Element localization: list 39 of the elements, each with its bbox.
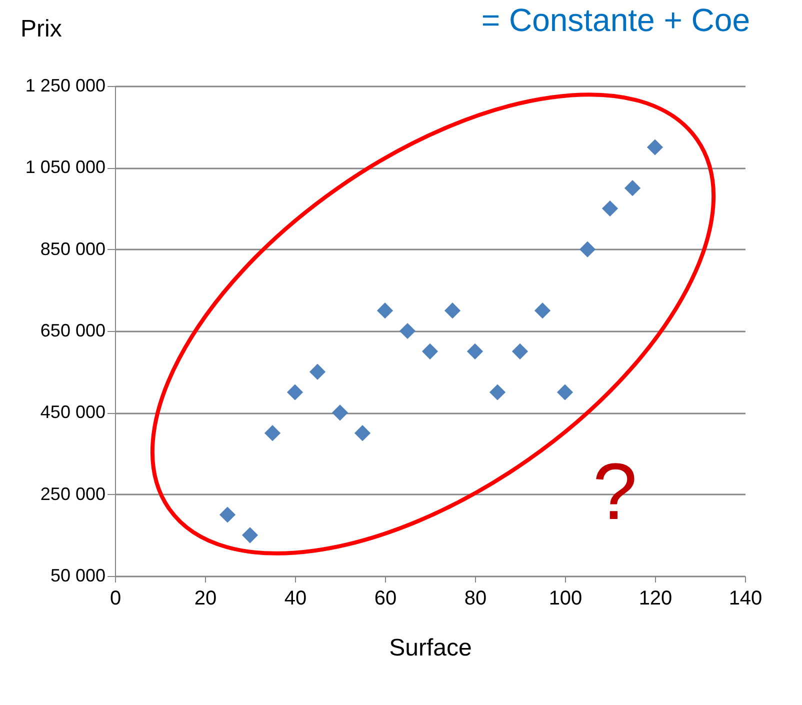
annotation: ? [592, 447, 638, 536]
y-tick-label: 50 000 [50, 566, 106, 586]
point [579, 241, 596, 258]
point [219, 506, 236, 523]
x-tick-label: 20 [194, 588, 217, 610]
chart-title: = Constante + Coe [481, 2, 750, 38]
x-tick-label: 100 [548, 588, 582, 610]
point [332, 404, 348, 421]
y-tick-label: 850 000 [40, 238, 106, 259]
point [242, 527, 258, 544]
point [444, 302, 461, 319]
x-tick-label: 40 [284, 588, 307, 610]
x-axis-title: Surface [389, 634, 472, 662]
y-tick-label: 450 000 [40, 402, 106, 422]
x-tick-label: 140 [728, 588, 762, 610]
x-tick-label: 120 [638, 588, 672, 610]
x-tick-label: 60 [374, 588, 397, 610]
y-tick-label: 1 250 000 [25, 76, 106, 96]
y-tick-label: 1 050 000 [25, 157, 106, 178]
point [534, 302, 551, 319]
point [422, 343, 438, 360]
point [286, 384, 304, 400]
point [602, 200, 618, 217]
point [309, 364, 326, 380]
point [264, 425, 281, 442]
y-tick-label: 250 000 [40, 484, 106, 504]
point [624, 180, 641, 196]
point [489, 384, 506, 400]
point [376, 302, 394, 319]
x-tick-label: 0 [110, 588, 122, 610]
point [466, 343, 484, 360]
point [399, 322, 416, 340]
point [556, 384, 574, 400]
point [354, 425, 371, 442]
y-tick-label: 650 000 [40, 320, 106, 340]
point [512, 343, 528, 360]
x-tick-label: 80 [464, 588, 487, 610]
point [646, 139, 664, 156]
y-axis-title: Prix [20, 16, 62, 42]
